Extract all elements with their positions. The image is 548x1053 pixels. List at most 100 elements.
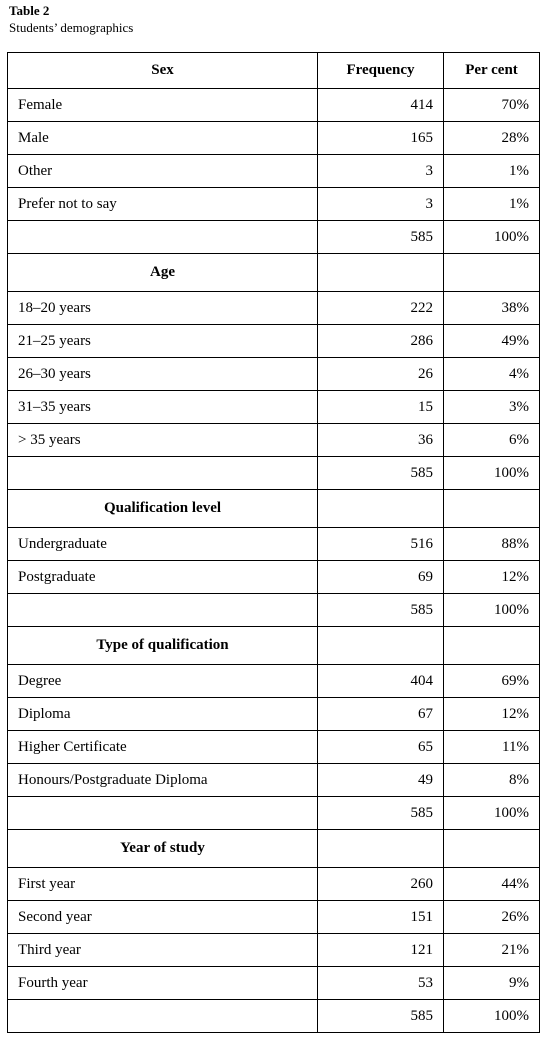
total-row: 585 100% (7, 999, 540, 1033)
row-percent: 49% (443, 324, 540, 358)
row-percent: 3% (443, 390, 540, 424)
row-percent: 70% (443, 88, 540, 122)
row-label: Honours/Postgraduate Diploma (7, 763, 318, 797)
section-heading: Sex (7, 52, 318, 89)
empty-header-cell (443, 829, 540, 868)
section-header-row: Type of qualification (7, 626, 540, 665)
row-frequency: 222 (317, 291, 444, 325)
total-frequency: 585 (317, 796, 444, 830)
row-frequency: 414 (317, 88, 444, 122)
total-percent: 100% (443, 796, 540, 830)
section-header-row: Sex Frequency Per cent (7, 52, 540, 89)
row-percent: 11% (443, 730, 540, 764)
table-row: First year 260 44% (7, 867, 540, 901)
row-percent: 4% (443, 357, 540, 391)
total-percent: 100% (443, 456, 540, 490)
section-header-row: Age (7, 253, 540, 292)
row-percent: 1% (443, 154, 540, 188)
total-frequency: 585 (317, 999, 444, 1033)
table-row: > 35 years 36 6% (7, 423, 540, 457)
row-label: Degree (7, 664, 318, 698)
section-heading: Age (7, 253, 318, 292)
row-frequency: 516 (317, 527, 444, 561)
section-heading: Type of qualification (7, 626, 318, 665)
percent-column-header: Per cent (443, 52, 540, 89)
row-label: 26–30 years (7, 357, 318, 391)
row-label: Postgraduate (7, 560, 318, 594)
table-row: Degree 404 69% (7, 664, 540, 698)
row-percent: 21% (443, 933, 540, 967)
total-label-cell (7, 999, 318, 1033)
total-frequency: 585 (317, 220, 444, 254)
total-row: 585 100% (7, 456, 540, 490)
section-heading: Year of study (7, 829, 318, 868)
row-frequency: 165 (317, 121, 444, 155)
table-caption: Table 2 Students’ demographics (9, 2, 133, 36)
row-percent: 8% (443, 763, 540, 797)
row-frequency: 260 (317, 867, 444, 901)
row-percent: 88% (443, 527, 540, 561)
total-row: 585 100% (7, 220, 540, 254)
table-row: Third year 121 21% (7, 933, 540, 967)
table-row: 18–20 years 222 38% (7, 291, 540, 325)
table-row: Higher Certificate 65 11% (7, 730, 540, 764)
table-row: 21–25 years 286 49% (7, 324, 540, 358)
table-row: Fourth year 53 9% (7, 966, 540, 1000)
table-row: Undergraduate 516 88% (7, 527, 540, 561)
empty-header-cell (317, 626, 444, 665)
row-frequency: 53 (317, 966, 444, 1000)
total-percent: 100% (443, 593, 540, 627)
row-label: Third year (7, 933, 318, 967)
row-label: Fourth year (7, 966, 318, 1000)
empty-header-cell (317, 253, 444, 292)
table-row: Postgraduate 69 12% (7, 560, 540, 594)
row-frequency: 15 (317, 390, 444, 424)
row-label: 18–20 years (7, 291, 318, 325)
table-title: Students’ demographics (9, 20, 134, 35)
total-label-cell (7, 220, 318, 254)
row-frequency: 49 (317, 763, 444, 797)
table-row: Second year 151 26% (7, 900, 540, 934)
row-percent: 44% (443, 867, 540, 901)
table-row: 26–30 years 26 4% (7, 357, 540, 391)
row-label: 21–25 years (7, 324, 318, 358)
total-row: 585 100% (7, 796, 540, 830)
row-frequency: 26 (317, 357, 444, 391)
row-percent: 12% (443, 697, 540, 731)
row-label: Other (7, 154, 318, 188)
table-row: Other 3 1% (7, 154, 540, 188)
row-percent: 9% (443, 966, 540, 1000)
row-label: Diploma (7, 697, 318, 731)
row-label: Prefer not to say (7, 187, 318, 221)
row-frequency: 286 (317, 324, 444, 358)
row-frequency: 151 (317, 900, 444, 934)
empty-header-cell (443, 489, 540, 528)
row-label: > 35 years (7, 423, 318, 457)
row-frequency: 65 (317, 730, 444, 764)
table-number: Table 2 (9, 3, 50, 18)
row-percent: 38% (443, 291, 540, 325)
row-percent: 69% (443, 664, 540, 698)
row-label: Second year (7, 900, 318, 934)
table-row: 31–35 years 15 3% (7, 390, 540, 424)
total-percent: 100% (443, 999, 540, 1033)
row-label: Undergraduate (7, 527, 318, 561)
total-frequency: 585 (317, 593, 444, 627)
total-label-cell (7, 593, 318, 627)
row-label: Female (7, 88, 318, 122)
total-label-cell (7, 796, 318, 830)
row-label: Male (7, 121, 318, 155)
section-heading: Qualification level (7, 489, 318, 528)
empty-header-cell (443, 626, 540, 665)
table-row: Prefer not to say 3 1% (7, 187, 540, 221)
row-label: Higher Certificate (7, 730, 318, 764)
frequency-column-header: Frequency (317, 52, 444, 89)
table-body: Sex Frequency Per cent Female 414 70% Male 165 2… (7, 52, 540, 1033)
row-frequency: 3 (317, 154, 444, 188)
row-frequency: 404 (317, 664, 444, 698)
row-frequency: 3 (317, 187, 444, 221)
total-label-cell (7, 456, 318, 490)
row-frequency: 67 (317, 697, 444, 731)
empty-header-cell (317, 489, 444, 528)
table-row: Diploma 67 12% (7, 697, 540, 731)
